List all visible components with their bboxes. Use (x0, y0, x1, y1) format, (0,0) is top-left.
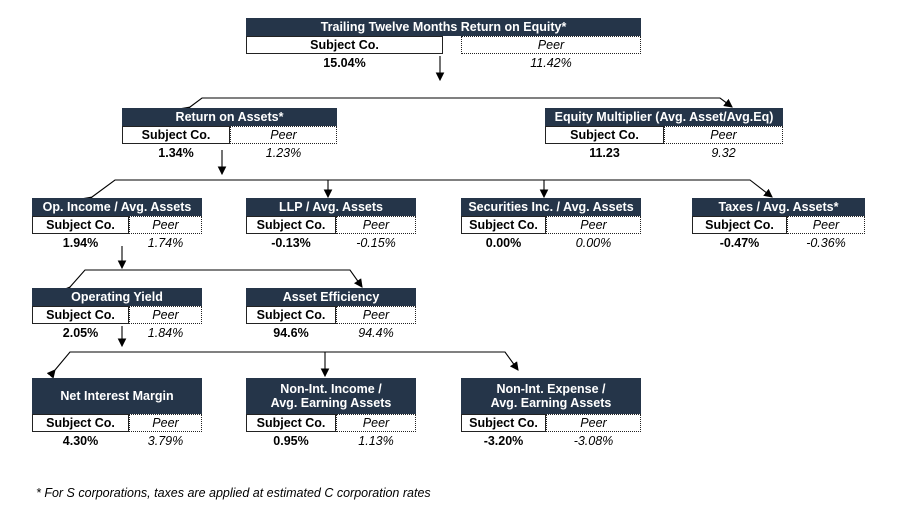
subject-value: -0.13% (271, 236, 311, 250)
node-title: Op. Income / Avg. Assets (32, 198, 202, 216)
node-title: Trailing Twelve Months Return on Equity* (246, 18, 641, 36)
node-title: Securities Inc. / Avg. Assets (461, 198, 641, 216)
subject-label: Subject Co. (246, 414, 336, 432)
subject-label: Subject Co. (122, 126, 230, 144)
subject-value: -0.47% (719, 236, 760, 250)
subject-value: 15.04% (323, 56, 366, 70)
peer-label: Peer (461, 36, 641, 54)
subject-value: 11.23 (589, 146, 620, 160)
title-line: Avg. Earning Assets (490, 396, 612, 410)
title-line: Non-Int. Expense / (496, 382, 606, 396)
peer-value: 0.00% (575, 236, 612, 250)
peer-label: Peer (787, 216, 865, 234)
subject-label: Subject Co. (32, 414, 129, 432)
subject-value: 0.00% (485, 236, 522, 250)
peer-value: -0.36% (806, 236, 846, 250)
subject-label: Subject Co. (461, 216, 546, 234)
peer-value: 1.13% (358, 434, 394, 448)
footnote: * For S corporations, taxes are applied … (36, 486, 431, 500)
subject-label: Subject Co. (246, 216, 336, 234)
peer-value: 1.23% (265, 146, 302, 160)
title-line: Op. Income / Avg. Assets (42, 200, 192, 214)
peer-value: -3.08% (573, 434, 614, 448)
title-line: Net Interest Margin (60, 389, 174, 403)
node-title: Non-Int. Income / Avg. Earning Assets (246, 378, 416, 414)
subject-value: 0.95% (273, 434, 309, 448)
subject-label: Subject Co. (32, 216, 129, 234)
title-line: Securities Inc. / Avg. Assets (468, 200, 634, 214)
subject-label: Subject Co. (246, 306, 336, 324)
title-line: Taxes / Avg. Assets* (718, 200, 839, 214)
node-title: Non-Int. Expense / Avg. Earning Assets (461, 378, 641, 414)
peer-label: Peer (129, 216, 202, 234)
peer-label: Peer (230, 126, 337, 144)
title-line: Operating Yield (71, 290, 163, 304)
node-title: Asset Efficiency (246, 288, 416, 306)
subject-value: 4.30% (62, 434, 99, 448)
subject-value: 2.05% (62, 326, 99, 340)
node-title: Net Interest Margin (32, 378, 202, 414)
peer-label: Peer (336, 414, 416, 432)
peer-value: 9.32 (711, 146, 736, 160)
subject-label: Subject Co. (692, 216, 787, 234)
node-title: Taxes / Avg. Assets* (692, 198, 865, 216)
subject-value: 94.6% (273, 326, 309, 340)
title-line: Asset Efficiency (282, 290, 380, 304)
peer-label: Peer (129, 414, 202, 432)
node-title: Equity Multiplier (Avg. Asset/Avg.Eq) (545, 108, 783, 126)
subject-label: Subject Co. (461, 414, 546, 432)
peer-label: Peer (664, 126, 783, 144)
title-line: Equity Multiplier (Avg. Asset/Avg.Eq) (554, 110, 774, 124)
peer-label: Peer (336, 306, 416, 324)
subject-label: Subject Co. (246, 36, 443, 54)
title-line: Non-Int. Income / (280, 382, 382, 396)
subject-label: Subject Co. (545, 126, 664, 144)
subject-value: 1.34% (158, 146, 194, 160)
peer-value: 1.84% (147, 326, 184, 340)
title-line: Avg. Earning Assets (270, 396, 392, 410)
title-line: LLP / Avg. Assets (279, 200, 383, 214)
peer-label: Peer (546, 216, 641, 234)
peer-value: 11.42% (530, 56, 572, 70)
title-line: Trailing Twelve Months Return on Equity* (320, 20, 567, 34)
node-title: LLP / Avg. Assets (246, 198, 416, 216)
peer-value: 3.79% (147, 434, 184, 448)
node-title: Operating Yield (32, 288, 202, 306)
subject-value: 1.94% (62, 236, 99, 250)
node-title: Return on Assets* (122, 108, 337, 126)
peer-label: Peer (336, 216, 416, 234)
title-line: Return on Assets* (175, 110, 284, 124)
peer-value: 1.74% (147, 236, 184, 250)
subject-value: -3.20% (483, 434, 524, 448)
peer-value: -0.15% (356, 236, 396, 250)
peer-label: Peer (129, 306, 202, 324)
peer-label: Peer (546, 414, 641, 432)
subject-label: Subject Co. (32, 306, 129, 324)
peer-value: 94.4% (358, 326, 394, 340)
